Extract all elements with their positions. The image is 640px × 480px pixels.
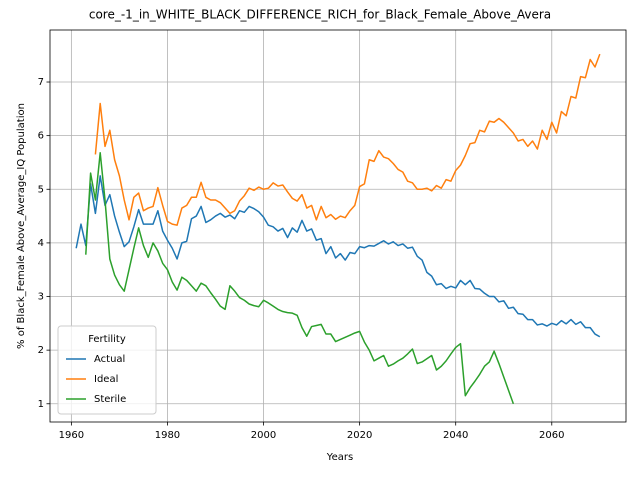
y-tick-label: 4 [38,238,44,249]
y-axis-label: % of Black_Female Above_Average_IQ Popul… [16,103,27,349]
x-tick-label: 1980 [155,430,180,441]
x-tick-label: 2060 [539,430,564,441]
legend: Fertility Actual Ideal Sterile [57,325,157,415]
x-tick-label: 2020 [347,430,372,441]
legend-label: Sterile [94,394,126,405]
y-tick-label: 5 [38,184,44,195]
legend-title: Fertility [88,334,126,345]
chart-title: core_-1_in_WHITE_BLACK_DIFFERENCE_RICH_f… [89,8,551,22]
plot-frame [49,29,627,423]
series-line [85,152,515,405]
legend-box [57,325,157,415]
legend-label: Ideal [94,374,118,385]
y-tick-label: 1 [38,399,44,410]
legend-label: Actual [94,354,125,365]
y-tick-label: 6 [38,131,44,142]
x-tick-label: 2000 [251,430,276,441]
series-line [75,175,601,338]
y-tick-label: 7 [38,77,44,88]
y-tick-label: 3 [38,292,44,303]
x-tick-label: 2040 [443,430,468,441]
x-tick-label: 1960 [59,430,84,441]
y-tick-label: 2 [38,345,44,356]
series-line [94,53,601,226]
x-axis-label: Years [326,452,353,463]
